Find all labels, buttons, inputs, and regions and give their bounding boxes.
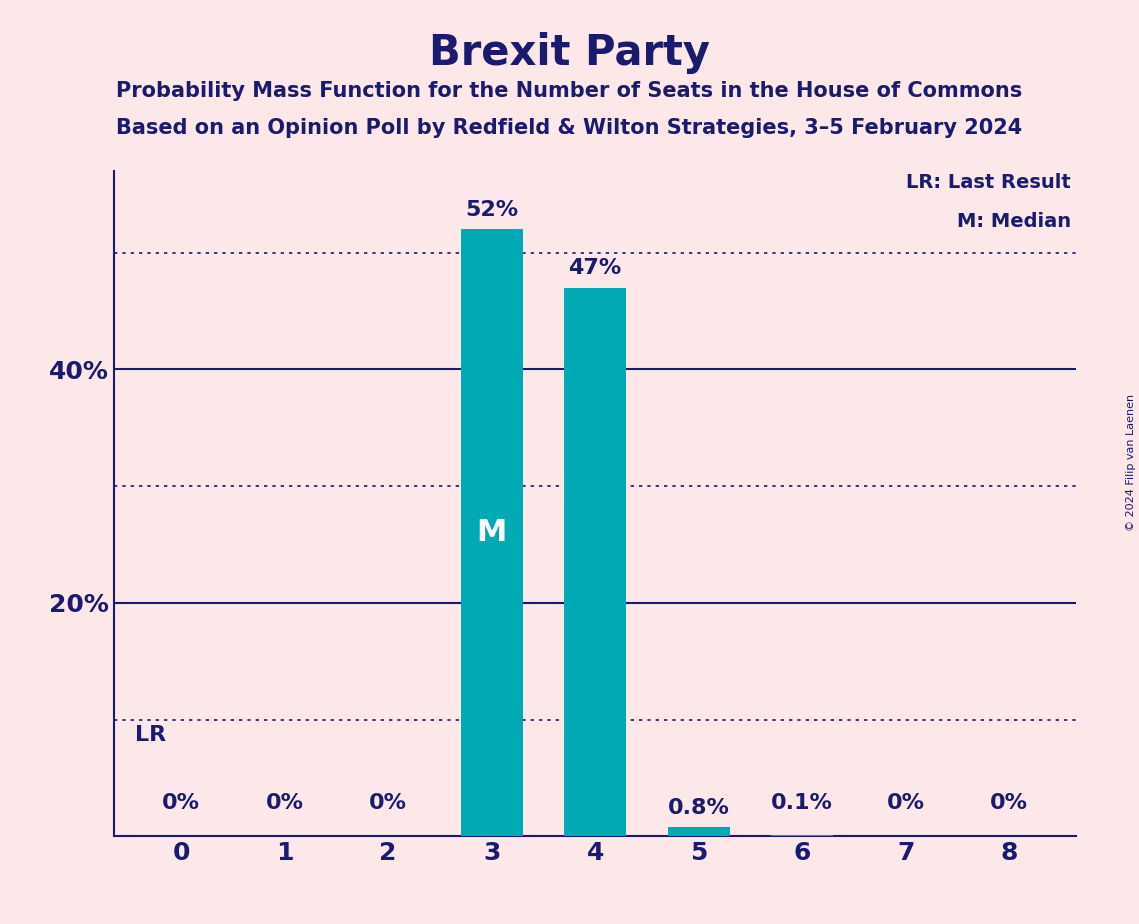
Text: 0.1%: 0.1% xyxy=(771,793,833,813)
Text: © 2024 Filip van Laenen: © 2024 Filip van Laenen xyxy=(1125,394,1136,530)
Bar xyxy=(771,835,833,836)
Text: 0%: 0% xyxy=(369,793,407,813)
Text: M: M xyxy=(476,518,507,547)
Text: 0.8%: 0.8% xyxy=(667,797,730,818)
Text: 0%: 0% xyxy=(265,793,304,813)
Text: LR: LR xyxy=(134,725,165,746)
Text: 52%: 52% xyxy=(465,200,518,220)
Bar xyxy=(564,287,626,836)
Text: 0%: 0% xyxy=(162,793,200,813)
Bar xyxy=(667,827,730,836)
Bar xyxy=(460,229,523,836)
Text: Based on an Opinion Poll by Redfield & Wilton Strategies, 3–5 February 2024: Based on an Opinion Poll by Redfield & W… xyxy=(116,118,1023,139)
Text: LR: Last Result: LR: Last Result xyxy=(907,174,1071,192)
Text: Brexit Party: Brexit Party xyxy=(429,32,710,74)
Text: M: Median: M: Median xyxy=(957,212,1071,231)
Text: 47%: 47% xyxy=(568,259,622,278)
Text: 0%: 0% xyxy=(990,793,1029,813)
Text: 0%: 0% xyxy=(886,793,925,813)
Text: Probability Mass Function for the Number of Seats in the House of Commons: Probability Mass Function for the Number… xyxy=(116,81,1023,102)
